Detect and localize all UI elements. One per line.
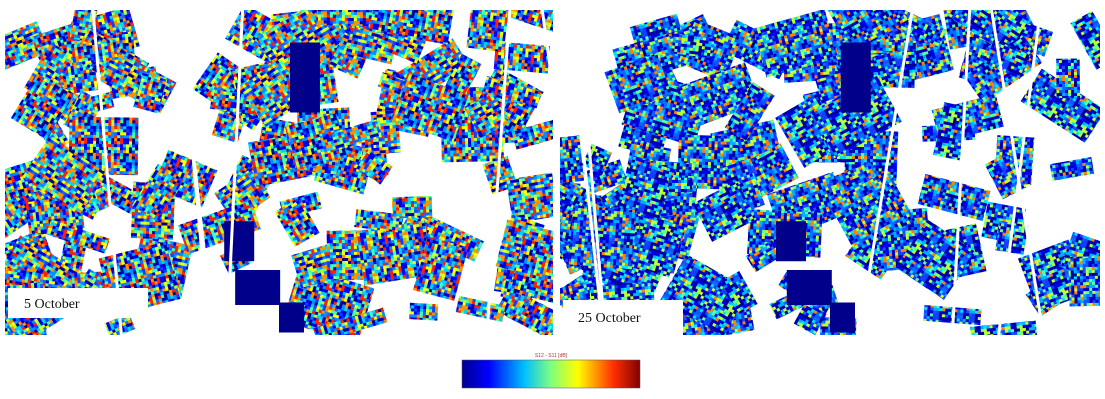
dark-parcel [841,43,871,113]
dark-parcel [830,303,855,333]
land-parcel [1068,256,1105,307]
colorbar [462,360,640,388]
dark-parcel [279,303,304,333]
dark-parcel [290,43,320,113]
dark-parcel [776,221,806,261]
map-figure: 5 October 25 October S12 - S11 [dB] [0,0,1105,399]
figure: 5 October 25 October S12 - S11 [dB] [0,0,1105,399]
dark-parcel [224,221,254,261]
land-parcel [392,196,433,219]
dark-parcel [787,270,832,305]
land-parcel [466,0,509,52]
dark-parcel [235,270,280,305]
land-parcel [669,177,693,192]
colorbar-title: S12 - S11 [dB] [535,353,568,359]
land-parcel [409,303,438,321]
panel-label: 5 October [24,297,80,312]
land-parcel [569,205,637,269]
panel-label: 25 October [578,311,641,326]
land-parcel [1056,59,1080,98]
